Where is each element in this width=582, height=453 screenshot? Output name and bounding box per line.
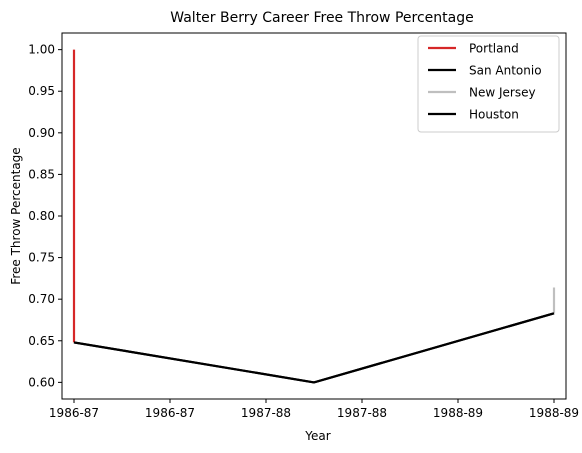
x-tick-label: 1986-87: [145, 406, 195, 420]
x-tick-label: 1988-89: [433, 406, 483, 420]
x-tick-label: 1988-89: [529, 406, 579, 420]
y-tick-label: 0.90: [28, 126, 55, 140]
y-tick-label: 0.95: [28, 84, 55, 98]
legend-label: Portland: [469, 42, 519, 56]
y-axis: 0.60 0.65 0.70 0.75 0.80 0.85 0.90 0.95 1.00: [28, 43, 62, 389]
y-tick-label: 0.65: [28, 334, 55, 348]
x-axis-label: Year: [304, 429, 330, 443]
y-tick-label: 0.60: [28, 375, 55, 389]
y-tick-label: 0.85: [28, 167, 55, 181]
series-layer: [72, 49, 556, 384]
series-line-houston: [73, 312, 555, 384]
y-axis-label: Free Throw Percentage: [9, 147, 23, 284]
legend-label: New Jersey: [469, 86, 536, 100]
y-tick-label: 1.00: [28, 43, 55, 57]
x-tick-label: 1986-87: [49, 406, 99, 420]
legend-box: [417, 35, 560, 133]
chart-title: Walter Berry Career Free Throw Percentag…: [170, 10, 473, 26]
y-tick-label: 0.80: [28, 209, 55, 223]
y-tick-label: 0.70: [28, 292, 55, 306]
series-line-san-antonio: [73, 312, 555, 384]
x-axis: 1986-87 1986-87 1987-88 1987-88 1988-89 1988-…: [49, 399, 579, 420]
y-tick-label: 0.75: [28, 251, 55, 265]
legend-label: Houston: [469, 108, 519, 122]
legend: Portland San Antonio New Jersey Houston: [417, 35, 560, 133]
x-tick-label: 1987-88: [241, 406, 291, 420]
legend-label: San Antonio: [469, 64, 542, 78]
x-tick-label: 1987-88: [337, 406, 387, 420]
